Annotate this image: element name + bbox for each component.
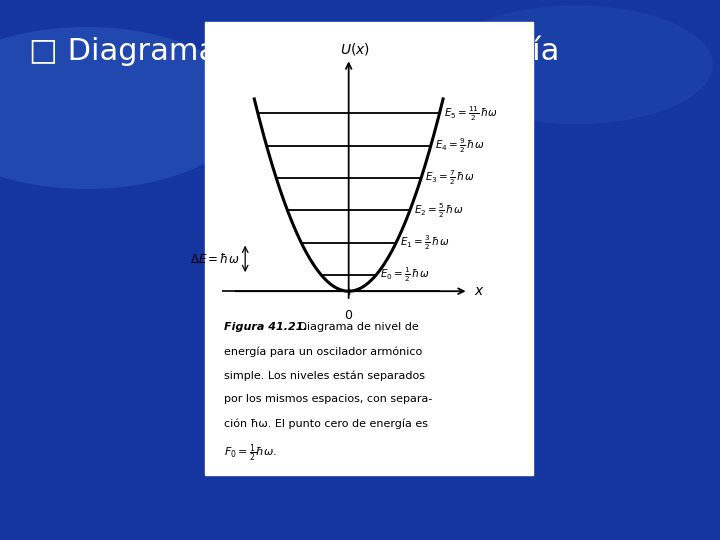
Text: $\Delta E = \hbar\omega$: $\Delta E = \hbar\omega$: [190, 252, 240, 266]
Text: □ Diagrama de Niveles de Energía: □ Diagrama de Niveles de Energía: [29, 35, 559, 65]
Ellipse shape: [439, 5, 713, 124]
FancyBboxPatch shape: [205, 22, 533, 475]
Text: ción ħω. El punto cero de energía es: ción ħω. El punto cero de energía es: [225, 418, 428, 429]
Text: $0$: $0$: [344, 309, 354, 322]
Text: Figura 41.21.: Figura 41.21.: [225, 322, 308, 333]
Text: $E_3 = \frac{7}{2}\,\hbar\omega$: $E_3 = \frac{7}{2}\,\hbar\omega$: [426, 169, 474, 187]
Text: energía para un oscilador armónico: energía para un oscilador armónico: [225, 346, 423, 357]
Text: simple. Los niveles están separados: simple. Los niveles están separados: [225, 370, 426, 381]
Text: $F_0 = \frac{1}{2}\hbar\omega$.: $F_0 = \frac{1}{2}\hbar\omega$.: [225, 442, 277, 464]
Text: $x$: $x$: [474, 284, 485, 298]
Text: $U(x)$: $U(x)$: [341, 41, 370, 57]
Text: $E_2 = \frac{5}{2}\,\hbar\omega$: $E_2 = \frac{5}{2}\,\hbar\omega$: [414, 201, 464, 220]
Text: por los mismos espacios, con separa-: por los mismos espacios, con separa-: [225, 394, 433, 404]
Text: $E_1 = \frac{3}{2}\,\hbar\omega$: $E_1 = \frac{3}{2}\,\hbar\omega$: [400, 233, 450, 252]
Text: $E_4 = \frac{9}{2}\,\hbar\omega$: $E_4 = \frac{9}{2}\,\hbar\omega$: [435, 137, 485, 155]
Text: $E_0 = \frac{1}{2}\,\hbar\omega$: $E_0 = \frac{1}{2}\,\hbar\omega$: [380, 266, 430, 284]
Text: $E_5 = \frac{11}{2}\,\hbar\omega$: $E_5 = \frac{11}{2}\,\hbar\omega$: [444, 104, 498, 123]
Text: Diagrama de nivel de: Diagrama de nivel de: [287, 322, 418, 333]
Ellipse shape: [0, 27, 248, 189]
